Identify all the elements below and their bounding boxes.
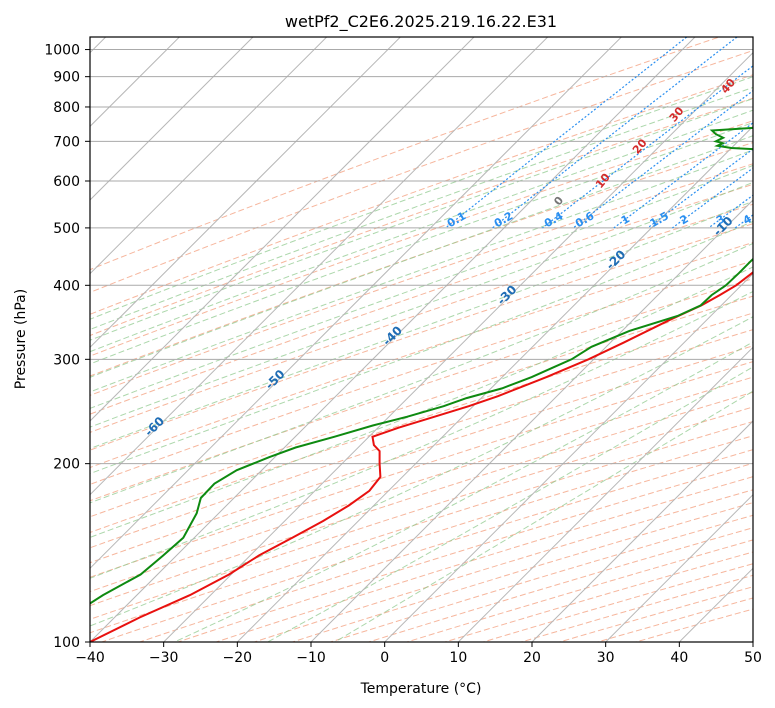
mixing-ratio-label: 4 [741,212,754,227]
isotherm [90,37,549,496]
isotherm [531,420,753,642]
dry-adiabat [519,574,753,642]
dry-adiabat [367,527,753,642]
moist-adiabat [90,290,753,579]
y-tick-label: 300 [53,352,80,368]
y-tick-label: 200 [53,457,80,473]
dry-adiabat [90,50,753,293]
y-axis-label: Pressure (hPa) [13,289,29,389]
moist-adiabat [90,98,753,341]
plot-frame [89,36,754,643]
dry-adiabat [214,476,753,642]
dry-adiabat [90,37,721,271]
x-tick-label: 0 [380,650,389,666]
moist-adiabat [90,200,753,450]
x-tick-label: −10 [296,650,326,666]
theta-e-label: 0 [551,194,566,208]
chart-title: wetPf2_C2E6.2025.219.16.22.E31 [285,12,557,32]
isotherm [90,37,254,201]
dry-adiabat [90,120,753,357]
dry-adiabat [90,74,753,315]
isotherm [383,272,753,642]
mixing-ratio-line [445,37,688,229]
y-tick-label: 1000 [44,43,80,59]
moist-adiabat [90,86,753,331]
y-tick-label: 600 [53,174,80,190]
mixing-ratio-line [672,167,753,229]
mixing-ratio-label: 2 [678,212,691,227]
theta-e-label: 20 [630,136,650,156]
dry-adiabat [90,376,753,593]
dry-adiabat [557,586,753,642]
x-tick-label: −20 [223,650,253,666]
dry-adiabat [90,241,753,469]
isotherm [90,37,402,349]
isotherm [90,37,696,642]
isotherm [457,346,753,642]
isotherm [90,37,328,275]
x-axis-label: Temperature (°C) [360,681,482,697]
mixing-ratio-line [492,37,739,229]
dry-adiabat [90,345,753,564]
moist-adiabat [90,220,753,475]
y-tick-label: 100 [53,635,80,651]
isotherm [310,199,753,642]
dry-adiabat [100,435,753,642]
dry-adiabat [90,97,753,337]
temperature-profile [90,271,753,642]
y-tick-label: 700 [53,134,80,150]
dry-adiabat [90,183,753,415]
isotherm [162,51,753,642]
dry-adiabat [90,361,753,578]
isotherm [236,125,753,642]
y-tick-label: 800 [53,100,80,116]
isotherm-label: -30 [494,282,519,307]
mixing-ratio-label: 1 [619,212,632,227]
moist-adiabat [90,181,753,428]
x-tick-label: −40 [75,650,105,666]
dry-adiabat [252,489,753,642]
dewpoint-profile [90,126,753,605]
mixing-ratio-line [542,65,753,229]
dry-adiabat [90,278,753,502]
axis-ticks: −40 −30 −20 −10 0 10 20 30 40 5010020030040050060… [44,43,762,666]
moist-adiabat [174,341,753,642]
x-tick-label: 10 [449,650,467,666]
isotherm [90,37,475,422]
moist-adiabat [90,316,753,627]
dry-adiabat [90,406,753,620]
dry-adiabat [90,223,753,451]
isotherm [604,493,753,642]
y-tick-label: 400 [53,278,80,294]
x-tick-label: 30 [597,650,615,666]
dry-adiabat [90,420,753,634]
dry-adiabat [90,163,753,396]
moist-adiabat [90,242,753,504]
x-tick-label: 20 [523,650,541,666]
dry-adiabat [90,329,753,549]
dry-adiabat [138,449,753,642]
moist-adiabat [90,149,753,393]
y-tick-label: 900 [53,70,80,86]
x-tick-label: 40 [670,650,688,666]
dry-adiabat [290,502,753,642]
mixing-ratio-line [613,122,753,229]
profile-series [90,126,753,642]
moist-adiabat [267,366,753,642]
isotherm-label: -50 [262,367,287,392]
x-tick-label: 50 [744,650,762,666]
isotherm-label: -60 [142,414,167,439]
x-tick-label: −30 [149,650,179,666]
background-lines [90,37,753,642]
isotherm [90,37,623,570]
dry-adiabat [90,391,753,607]
y-tick-label: 500 [53,221,80,237]
